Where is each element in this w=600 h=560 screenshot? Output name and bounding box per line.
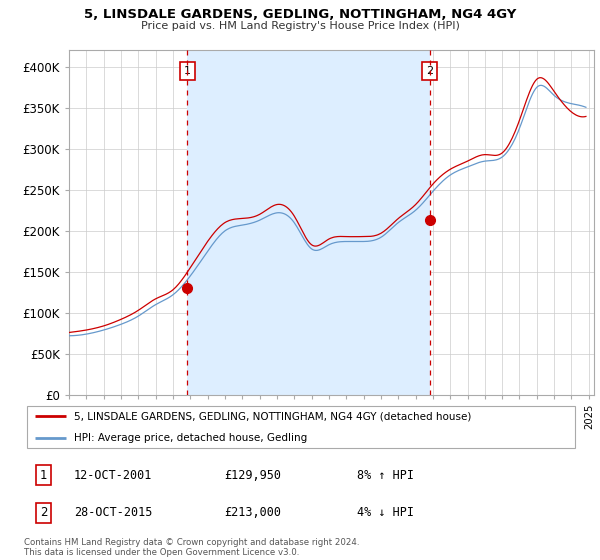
Text: 28-OCT-2015: 28-OCT-2015: [74, 506, 152, 519]
Text: HPI: Average price, detached house, Gedling: HPI: Average price, detached house, Gedl…: [74, 433, 307, 443]
Text: Price paid vs. HM Land Registry's House Price Index (HPI): Price paid vs. HM Land Registry's House …: [140, 21, 460, 31]
Text: £129,950: £129,950: [224, 469, 281, 482]
Text: Contains HM Land Registry data © Crown copyright and database right 2024.
This d: Contains HM Land Registry data © Crown c…: [24, 538, 359, 557]
Bar: [187, 50, 430, 395]
Text: 5, LINSDALE GARDENS, GEDLING, NOTTINGHAM, NG4 4GY: 5, LINSDALE GARDENS, GEDLING, NOTTINGHAM…: [84, 8, 516, 21]
Text: 2: 2: [40, 506, 47, 519]
Text: £213,000: £213,000: [224, 506, 281, 519]
Text: 4% ↓ HPI: 4% ↓ HPI: [357, 506, 414, 519]
Text: 8% ↑ HPI: 8% ↑ HPI: [357, 469, 414, 482]
Text: 12-OCT-2001: 12-OCT-2001: [74, 469, 152, 482]
Text: 1: 1: [184, 66, 191, 76]
Text: 1: 1: [40, 469, 47, 482]
Text: 5, LINSDALE GARDENS, GEDLING, NOTTINGHAM, NG4 4GY (detached house): 5, LINSDALE GARDENS, GEDLING, NOTTINGHAM…: [74, 411, 472, 421]
FancyBboxPatch shape: [27, 405, 575, 449]
Text: 2: 2: [427, 66, 433, 76]
